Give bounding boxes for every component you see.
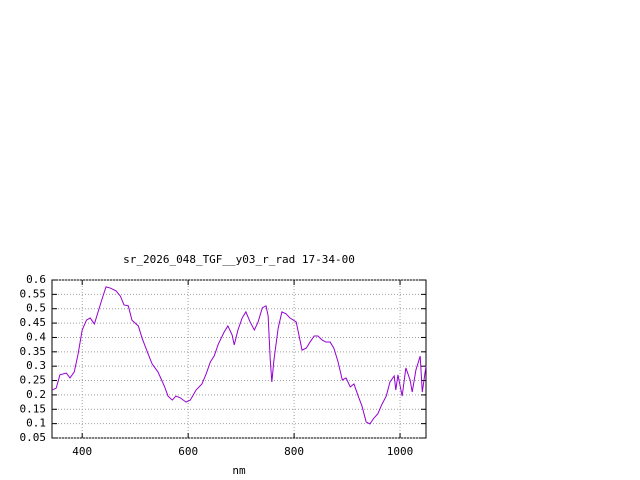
x-tick-label: 600 [178, 445, 198, 458]
y-tick-label: 0.05 [20, 431, 47, 444]
y-tick-label: 0.55 [20, 287, 47, 300]
x-tick-label: 800 [284, 445, 304, 458]
y-tick-label: 0.25 [20, 374, 47, 387]
y-tick-label: 0.45 [20, 316, 47, 329]
data-line [51, 286, 427, 425]
y-tick-label: 0.3 [26, 359, 46, 372]
y-tick-label: 0.1 [26, 417, 46, 430]
plot-frame [51, 279, 427, 439]
y-tick-label: 0.6 [26, 273, 46, 286]
y-tick-label: 0.5 [26, 302, 46, 315]
chart-title: sr_2026_048_TGF__y03_r_rad 17-34-00 [123, 253, 355, 266]
x-axis-label: nm [232, 464, 246, 477]
y-tick-label: 0.35 [20, 345, 47, 358]
x-tick-label: 400 [72, 445, 92, 458]
x-tick-label: 1000 [387, 445, 414, 458]
y-tick-label: 0.4 [26, 330, 46, 343]
y-tick-label: 0.15 [20, 402, 47, 415]
y-tick-label: 0.2 [26, 388, 46, 401]
